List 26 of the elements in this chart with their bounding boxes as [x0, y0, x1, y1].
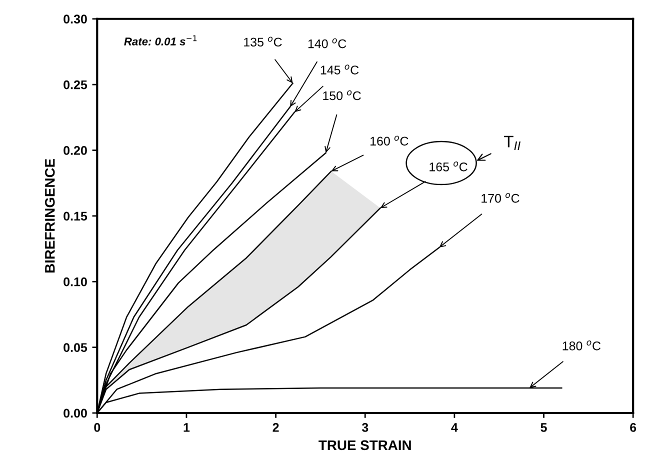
annotation: 170 $^{o}$C [482, 192, 520, 203]
y-axis-title: BIREFRINGENCE [44, 158, 55, 272]
annotation: 135 $^{o}$C [244, 36, 282, 47]
x-tick-label: 3 [362, 423, 368, 432]
annotation: Rate: 0.01 s$^{−1}$ [124, 35, 197, 46]
y-tick-label: 0.30 [64, 14, 87, 24]
x-tick-label: 0 [94, 423, 100, 432]
x-tick-label: 1 [184, 423, 190, 432]
y-tick-label: 0.20 [64, 146, 87, 155]
annotation: 140 $^{o}$C [308, 38, 346, 48]
annotation: 165 $^{o}$C [430, 162, 468, 172]
y-tick-label: 0.05 [64, 343, 88, 352]
x-tick-label: 6 [630, 423, 636, 432]
y-tick-label: 0.25 [64, 80, 88, 90]
x-axis-title: TRUE STRAIN [318, 440, 411, 450]
x-tick-label: 2 [272, 423, 279, 432]
annotation: 150 $^{o}$C [323, 90, 361, 100]
x-tick-label: 4 [451, 423, 458, 432]
x-tick-label: 5 [540, 423, 547, 432]
y-tick-label: 0.15 [64, 212, 88, 221]
annotation: 180 $^{o}$C [562, 340, 601, 350]
annotation: 160 $^{o}$C [370, 136, 408, 146]
y-tick-label: 0.00 [64, 408, 87, 418]
annotation: T$_{II}$ [504, 136, 520, 150]
y-tick-label: 0.10 [64, 277, 87, 286]
annotation: 145 $^{o}$C [320, 64, 359, 74]
